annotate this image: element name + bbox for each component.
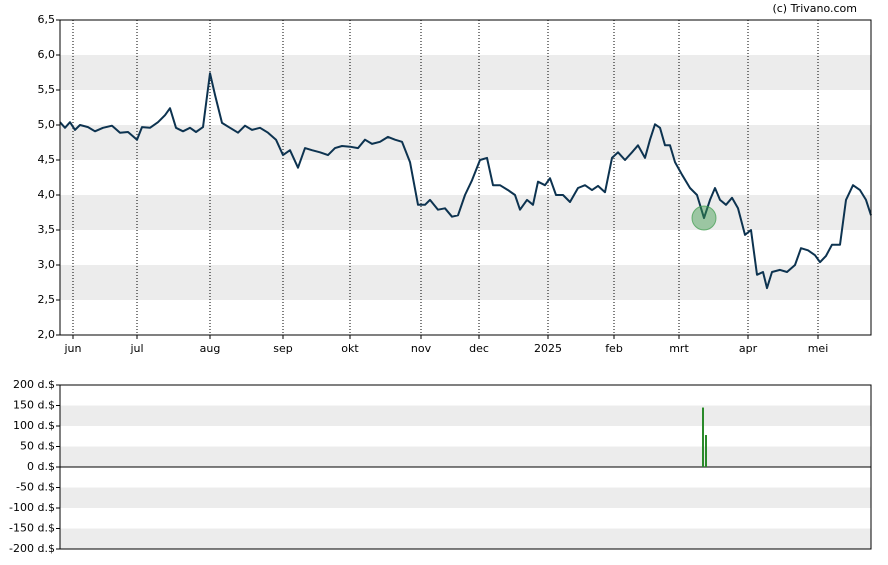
bar [705, 435, 707, 467]
plot-frame [59, 19, 872, 336]
x-tick-label: dec [469, 342, 489, 355]
grid-band [60, 487, 871, 508]
y-tick-label: 200 d.$ [13, 378, 55, 391]
y-tick-label: 3,0 [38, 258, 56, 271]
y-tick-label: 50 d.$ [20, 440, 55, 453]
y-tick-label: 6,5 [38, 13, 56, 26]
y-tick-label: 5,5 [38, 83, 56, 96]
y-tick-label: 100 d.$ [13, 419, 55, 432]
x-tick-label: apr [739, 342, 758, 355]
x-tick-label: sep [273, 342, 292, 355]
y-tick-label: -200 d.$ [9, 542, 55, 555]
credit: (c) Trivano.com [772, 2, 857, 15]
y-tick-label: 2,0 [38, 328, 56, 341]
x-tick-label: jul [129, 342, 143, 355]
x-tick-label: mrt [669, 342, 689, 355]
grid-band [60, 265, 871, 300]
grid-band [60, 405, 871, 426]
x-tick-label: aug [200, 342, 221, 355]
plot-frame [59, 384, 872, 550]
y-tick-label: 4,0 [38, 188, 56, 201]
y-tick-label: 5,0 [38, 118, 56, 131]
grid-band [60, 528, 871, 549]
y-tick-label: 150 d.$ [13, 399, 55, 412]
grid-band [60, 195, 871, 230]
x-tick-label: jun [64, 342, 82, 355]
x-tick-label: nov [411, 342, 432, 355]
y-tick-label: 4,5 [38, 153, 56, 166]
grid-band [60, 446, 871, 467]
y-tick-label: 2,5 [38, 293, 56, 306]
y-tick-label: 6,0 [38, 48, 56, 61]
x-tick-label: okt [341, 342, 359, 355]
y-tick-label: -50 d.$ [16, 481, 55, 494]
transaction-marker [691, 205, 717, 231]
grid-band [60, 55, 871, 90]
x-tick-label: feb [605, 342, 623, 355]
y-tick-label: -150 d.$ [9, 522, 55, 535]
bar [702, 407, 704, 467]
price-line [59, 72, 872, 290]
y-tick-label: -100 d.$ [9, 501, 55, 514]
y-tick-label: 3,5 [38, 223, 56, 236]
x-tick-label: 2025 [534, 342, 562, 355]
y-tick-label: 0 d.$ [27, 460, 55, 473]
x-tick-label: mei [808, 342, 829, 355]
